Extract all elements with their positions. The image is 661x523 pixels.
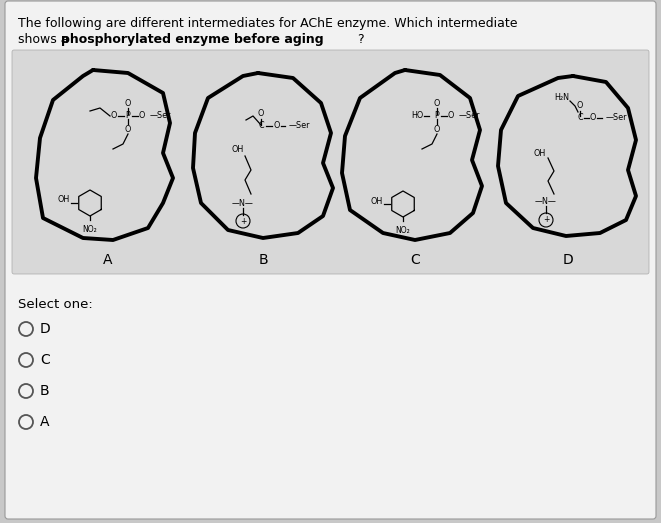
Text: O: O <box>125 98 131 108</box>
Text: OH: OH <box>232 145 244 154</box>
Text: A: A <box>103 253 113 267</box>
Text: —Ser: —Ser <box>459 110 481 119</box>
Text: shows a: shows a <box>18 33 73 46</box>
Text: O: O <box>590 113 596 122</box>
Text: C: C <box>577 113 583 122</box>
Text: O: O <box>447 111 454 120</box>
Text: The following are different intermediates for AChE enzyme. Which intermediate: The following are different intermediate… <box>18 17 518 30</box>
Text: P: P <box>126 111 130 120</box>
Text: D: D <box>40 322 51 336</box>
Text: O: O <box>434 98 440 108</box>
Text: NO₂: NO₂ <box>83 225 97 234</box>
Text: O: O <box>111 111 117 120</box>
Text: OH: OH <box>534 149 546 157</box>
Text: O: O <box>577 101 583 110</box>
Text: C: C <box>410 253 420 267</box>
Text: HO: HO <box>411 111 423 120</box>
Text: +: + <box>543 215 549 224</box>
Text: O: O <box>434 124 440 133</box>
Text: D: D <box>563 253 573 267</box>
Text: O: O <box>258 109 264 119</box>
Text: ?: ? <box>357 33 364 46</box>
Text: A: A <box>40 415 50 429</box>
Text: P: P <box>435 111 440 120</box>
Text: OH: OH <box>371 197 383 206</box>
Text: OH: OH <box>58 196 70 204</box>
FancyBboxPatch shape <box>12 50 649 274</box>
Text: O: O <box>125 124 131 133</box>
Text: H₂N: H₂N <box>555 94 570 103</box>
FancyBboxPatch shape <box>5 1 656 519</box>
Text: O: O <box>139 111 145 120</box>
Text: Select one:: Select one: <box>18 298 93 311</box>
Text: +: + <box>240 217 246 225</box>
Text: —Ser: —Ser <box>289 120 311 130</box>
Text: C: C <box>258 121 264 131</box>
Text: phosphorylated enzyme before aging: phosphorylated enzyme before aging <box>61 33 324 46</box>
Text: NO₂: NO₂ <box>396 226 410 235</box>
Text: O: O <box>274 121 280 131</box>
Text: B: B <box>258 253 268 267</box>
Text: B: B <box>40 384 50 398</box>
Text: —N—: —N— <box>535 197 557 206</box>
Text: —Ser: —Ser <box>606 112 627 121</box>
Text: C: C <box>40 353 50 367</box>
Text: —Ser: —Ser <box>150 110 171 119</box>
Text: —N—: —N— <box>232 199 254 208</box>
